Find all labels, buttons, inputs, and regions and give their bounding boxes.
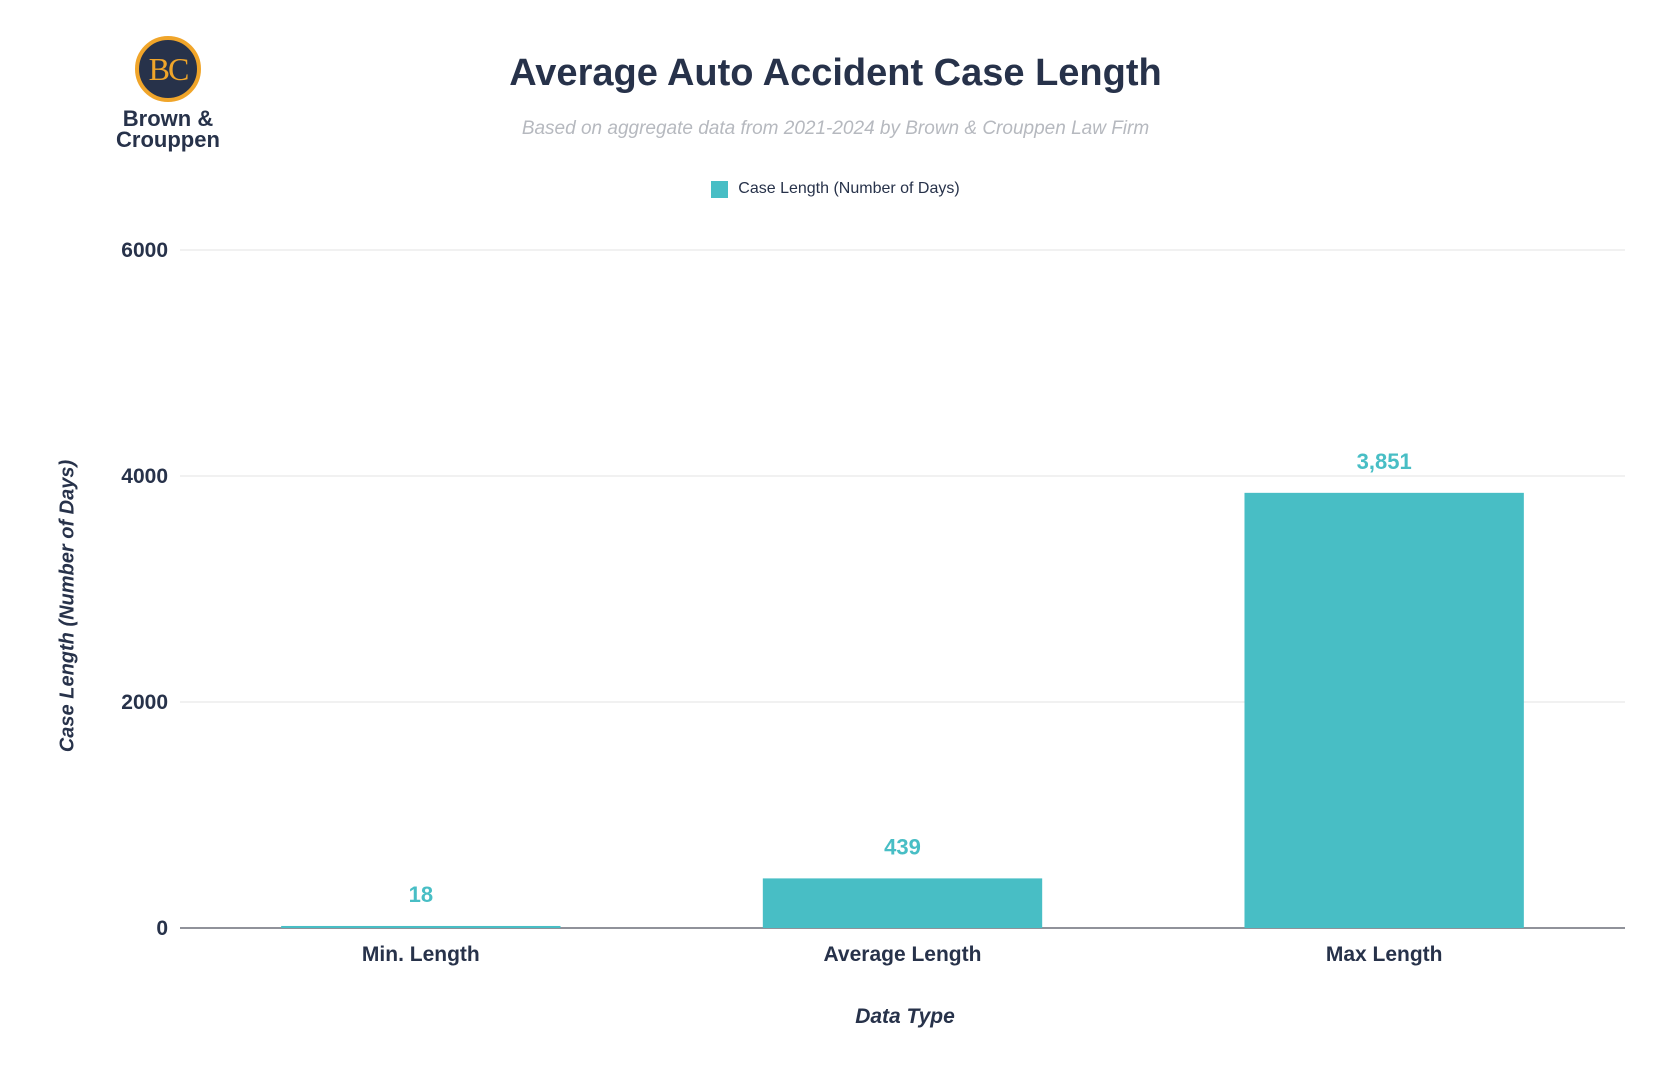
y-tick-label: 2000 [121, 691, 168, 714]
logo-wordmark: Brown & Crouppen [108, 106, 228, 152]
bar [281, 925, 561, 928]
logo-name-line1: Brown & [122, 106, 214, 131]
y-tick-label: 0 [156, 917, 168, 940]
y-tick-label: 6000 [121, 239, 168, 262]
bar [762, 878, 1043, 928]
chart-legend: Case Length (Number of Days) [0, 180, 1671, 198]
chart-title: Average Auto Accident Case Length [509, 52, 1162, 94]
brand-logo: BC Brown & Crouppen [108, 36, 228, 152]
bar [1244, 492, 1524, 928]
x-axis-title: Data Type [855, 1005, 955, 1028]
data-label: 439 [884, 834, 921, 859]
y-tick-label: 4000 [121, 465, 168, 488]
data-label: 18 [409, 882, 433, 907]
legend-label: Case Length (Number of Days) [738, 180, 960, 197]
logo-monogram: BC [135, 36, 201, 102]
logo-name-line2: Crouppen [116, 127, 220, 152]
data-label: 3,851 [1357, 449, 1412, 474]
chart-subtitle: Based on aggregate data from 2021-2024 b… [521, 118, 1150, 139]
x-tick-label: Average Length [824, 943, 982, 966]
x-tick-label: Min. Length [362, 943, 480, 966]
legend-swatch [711, 180, 729, 198]
x-tick-label: Max Length [1326, 943, 1443, 966]
